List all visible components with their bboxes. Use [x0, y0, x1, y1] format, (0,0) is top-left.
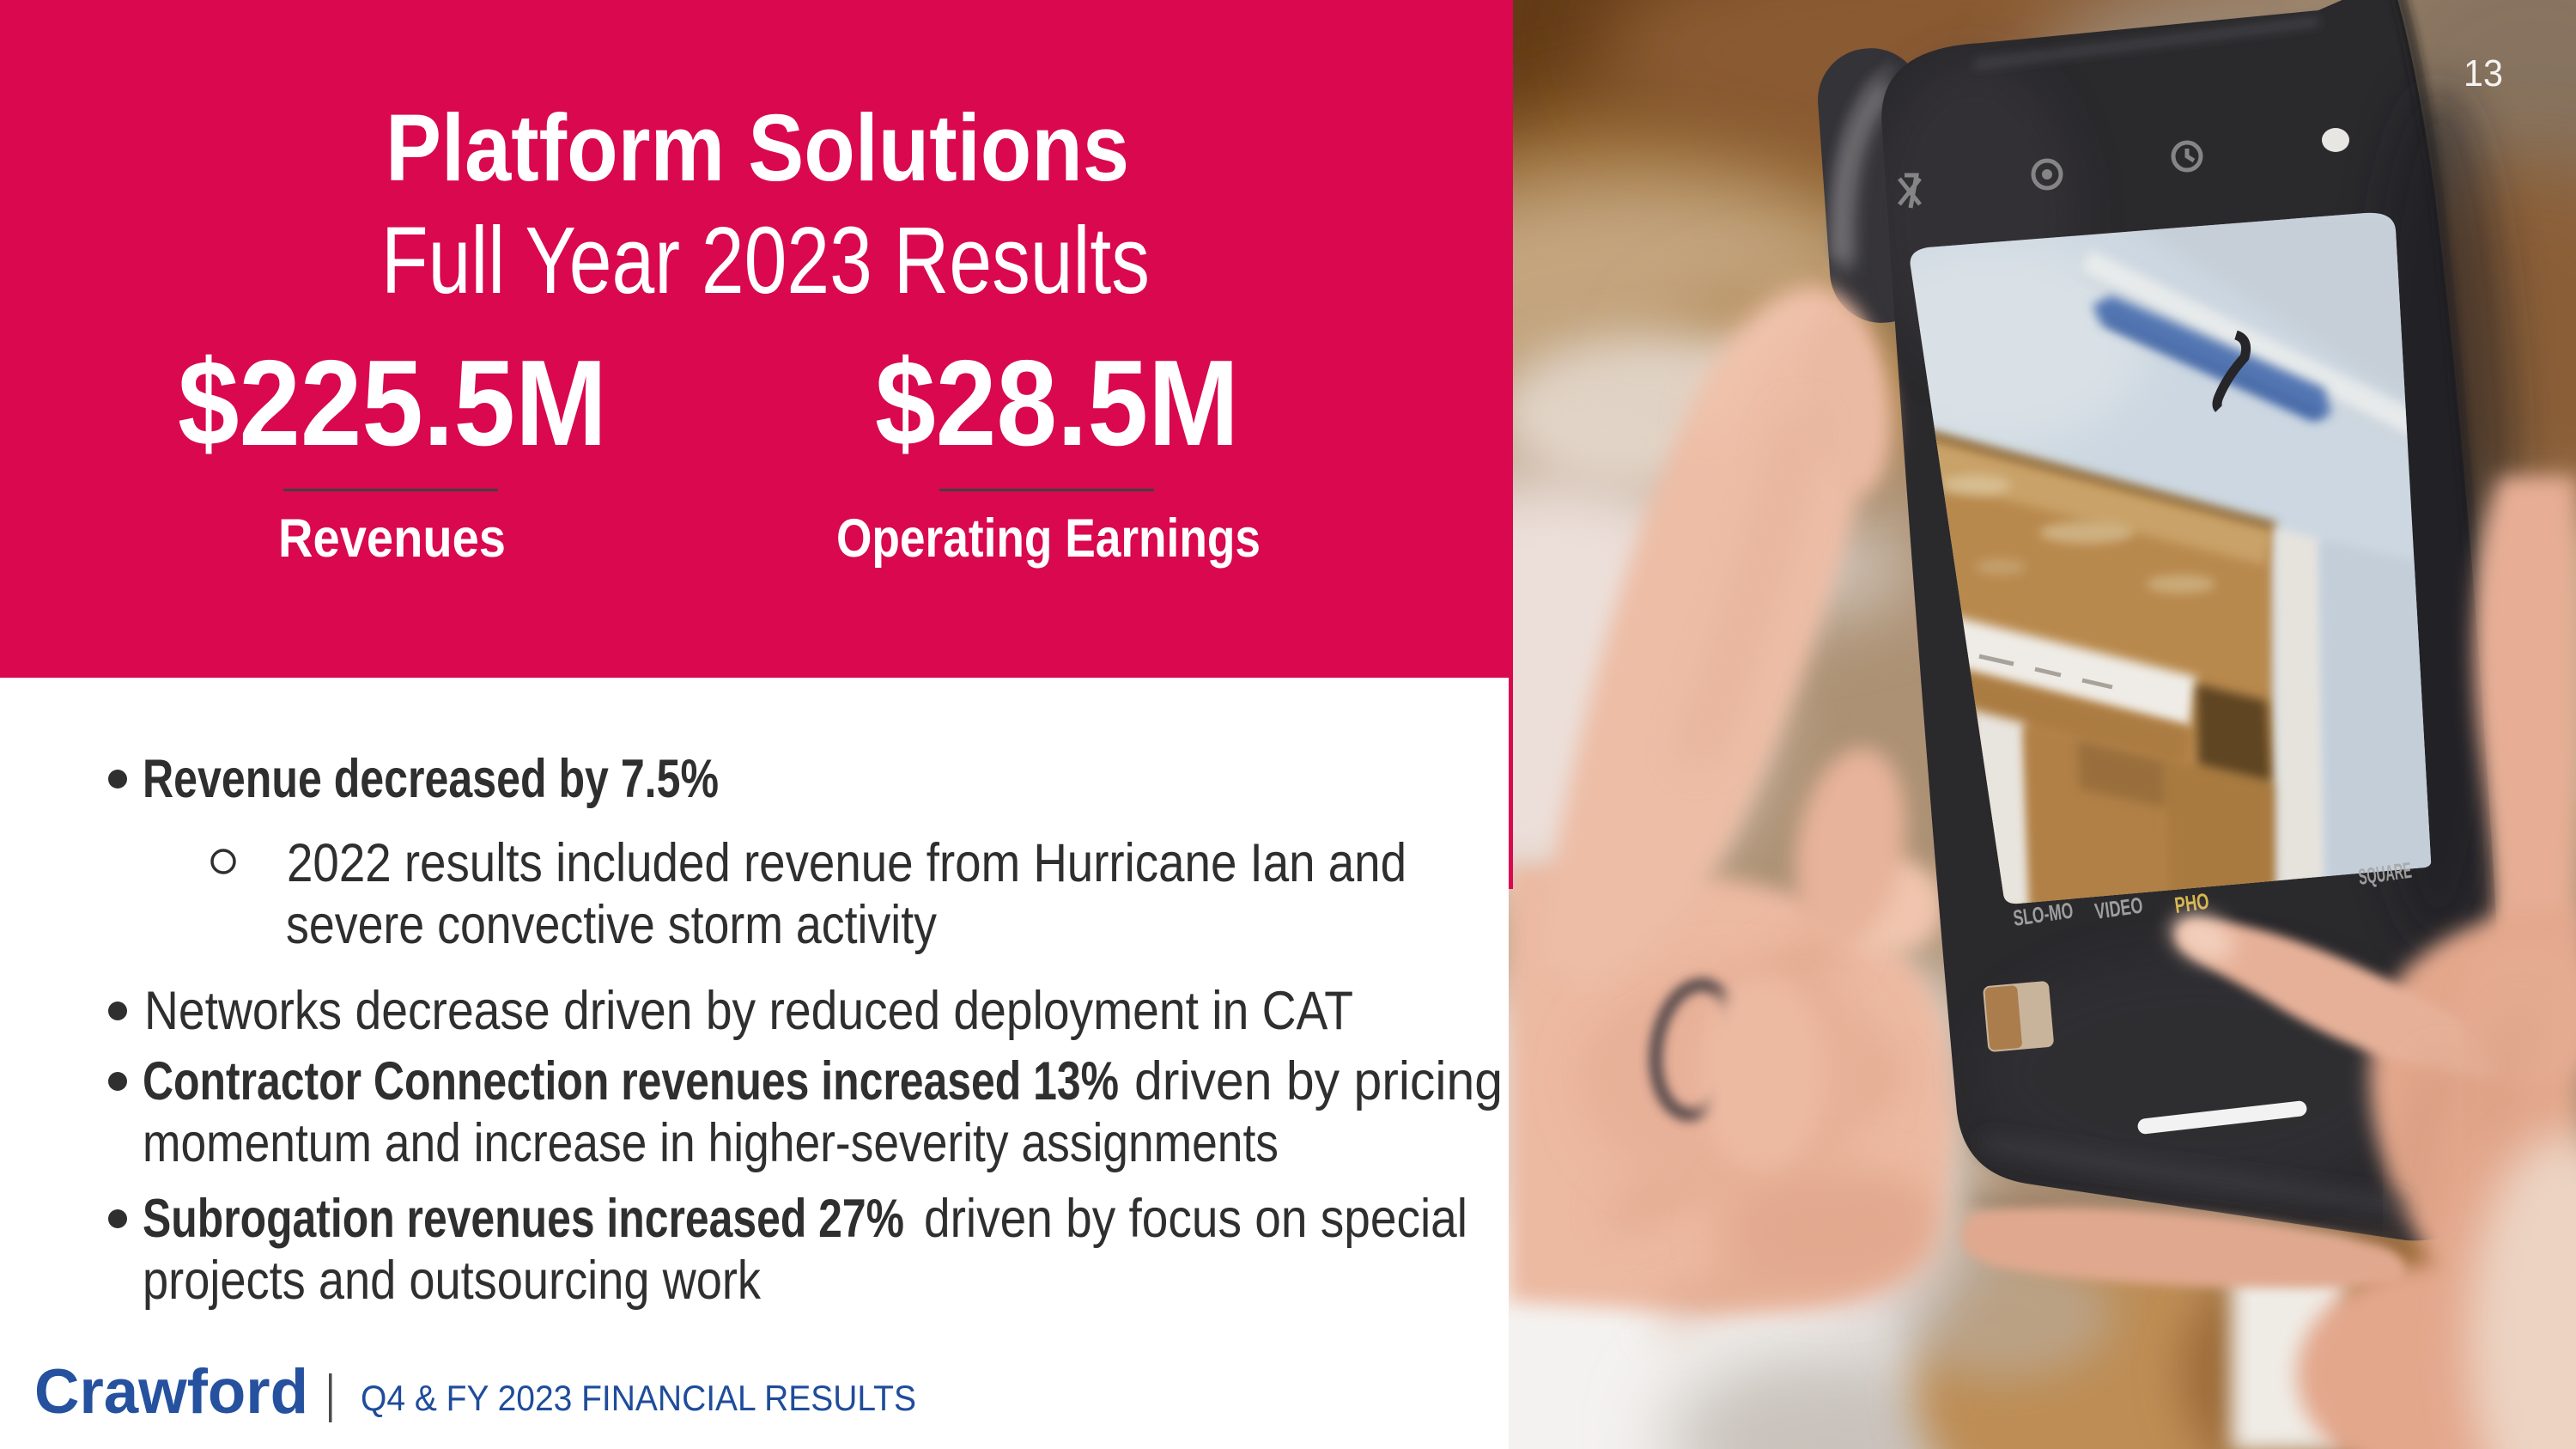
svg-text:Platform Solutions: Platform Solutions [386, 95, 1129, 201]
svg-text:Crawford: Crawford [34, 1357, 308, 1427]
svg-text:driven by pricing: driven by pricing [1134, 1051, 1503, 1111]
svg-text:Subrogation revenues increased: Subrogation revenues increased 27% [143, 1189, 904, 1249]
svg-text:$28.5M: $28.5M [875, 335, 1239, 472]
svg-text:2022 results included revenue: 2022 results included revenue from Hurri… [287, 833, 1406, 893]
svg-text:PHO: PHO [2173, 888, 2211, 918]
svg-text:Operating Earnings: Operating Earnings [836, 508, 1261, 569]
svg-text:severe convective storm activi: severe convective storm activity [286, 895, 937, 955]
svg-text:$225.5M: $225.5M [178, 335, 607, 472]
svg-text:Full Year 2023 Results: Full Year 2023 Results [381, 208, 1150, 314]
svg-text:Revenues: Revenues [278, 508, 506, 569]
svg-text:Networks decrease driven by re: Networks decrease driven by reduced depl… [144, 981, 1353, 1041]
svg-text:Contractor Connection revenues: Contractor Connection revenues increased… [143, 1051, 1119, 1111]
svg-text:projects and outsourcing work: projects and outsourcing work [143, 1251, 761, 1311]
svg-text:13: 13 [2464, 52, 2503, 94]
svg-text:momentum and increase in highe: momentum and increase in higher-severity… [143, 1113, 1279, 1173]
svg-text:Revenue decreased by 7.5%: Revenue decreased by 7.5% [143, 749, 719, 809]
svg-text:driven by focus on special: driven by focus on special [924, 1189, 1467, 1249]
svg-text:Q4 & FY 2023 FINANCIAL RESULTS: Q4 & FY 2023 FINANCIAL RESULTS [361, 1378, 916, 1418]
